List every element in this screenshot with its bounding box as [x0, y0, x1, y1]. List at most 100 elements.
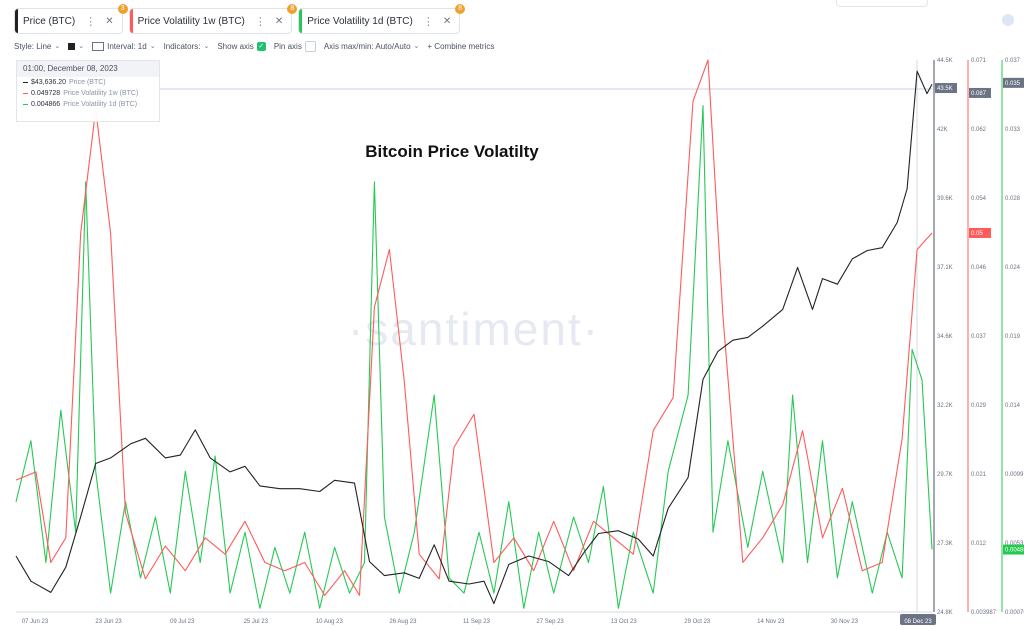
interval-dropdown[interactable]: Interval: 1d ⌄: [92, 41, 156, 51]
x-tick-label: 08 Dec 23: [904, 619, 932, 625]
combine-label: + Combine metrics: [427, 41, 495, 51]
y-tick-label: 0.0053: [1005, 541, 1024, 547]
series-value-badge: [969, 227, 991, 238]
checkbox-checked-icon[interactable]: ✓: [256, 41, 266, 51]
chevron-down-icon: ⌄: [203, 43, 210, 50]
y-tick-label: 0.019: [1005, 334, 1021, 340]
current-value-label: 43.5K: [937, 86, 953, 92]
y-tick-label: 27.3K: [937, 541, 953, 547]
current-value-badge: [969, 87, 991, 98]
series-line-price: [15, 70, 933, 605]
chevron-down-icon: ⌄: [149, 43, 156, 50]
y-tick-label: 32.2K: [937, 403, 953, 409]
alert-badge: 8: [455, 4, 466, 14]
tab-price[interactable]: Price (BTC) ⋮ ✕ 3: [14, 4, 128, 34]
current-value-badge: [935, 83, 957, 94]
x-tick-label: 10 Aug 23: [316, 619, 344, 625]
checkbox-unchecked-icon[interactable]: [304, 40, 316, 52]
y-tick-label: 24.8K: [937, 610, 953, 616]
chart-toolbar: Style: Line ⌄ ⌄ Interval: 1d ⌄ Indicator…: [14, 38, 1024, 54]
y-tick-label: 0.00997: [1005, 472, 1024, 478]
legend-row: 0.049728 Price Volatility 1w (BTC): [17, 88, 159, 99]
y-tick-label: 0.024: [1005, 265, 1021, 271]
alert-badge: 8: [287, 4, 298, 14]
y-tick-label: 0.046: [971, 265, 987, 271]
current-value-label: 0.087: [971, 91, 987, 97]
x-tick-label: 30 Nov 23: [831, 619, 859, 625]
more-options-icon[interactable]: ⋮: [85, 15, 96, 28]
y-tick-label: 0.014: [1005, 403, 1021, 409]
alert-badge: 3: [117, 4, 128, 14]
chart-title: Bitcoin Price Volatilty: [365, 142, 539, 161]
chevron-down-icon: ⌄: [413, 43, 420, 50]
indicators-dropdown[interactable]: Indicators: ⌄: [164, 42, 210, 51]
watermark-text: ·santiment·: [348, 303, 600, 355]
y-tick-label: 34.6K: [937, 334, 953, 340]
legend-date: 01:00, December 08, 2023: [17, 61, 159, 77]
more-options-icon[interactable]: ⋮: [422, 15, 434, 28]
y-tick-label: 0.054: [971, 196, 987, 202]
color-swatch: [68, 42, 76, 50]
series-line-icon: [23, 104, 28, 105]
legend-row: $43,636.20 Price (BTC): [17, 77, 159, 88]
close-icon[interactable]: ✕: [442, 15, 452, 27]
x-tick-label: 11 Sep 23: [463, 619, 491, 625]
tab-volatility-1w[interactable]: Price Volatility 1w (BTC) ⋮ ✕ 8: [128, 4, 298, 34]
y-tick-label: 37.1K: [937, 265, 953, 271]
x-tick-label: 14 Nov 23: [757, 619, 785, 625]
y-tick-label: 39.6K: [937, 196, 953, 202]
show-axis-label: Show axis: [217, 41, 254, 51]
y-tick-label: 44.5K: [937, 58, 953, 64]
series-value-label: 0.00486: [1005, 548, 1024, 554]
top-search-bar[interactable]: [836, 0, 928, 7]
legend-series-name: Price Volatility 1w (BTC): [63, 90, 139, 97]
series-line-icon: [23, 93, 28, 94]
legend-row: 0.004866 Price Volatility 1d (BTC): [17, 99, 159, 110]
tab-label: Price Volatility 1d (BTC): [307, 15, 413, 27]
series-line-icon: [23, 82, 28, 83]
series-color-stripe: [129, 9, 133, 33]
x-tick-label: 23 Jun 23: [95, 619, 122, 625]
tab-label: Price Volatility 1w (BTC): [137, 15, 245, 27]
y-tick-label: 0.037: [1005, 58, 1021, 64]
interval-label: Interval: 1d: [107, 41, 147, 51]
tab-label: Price (BTC): [23, 15, 76, 27]
series-line-volatility-1w: [15, 59, 933, 596]
tab-volatility-1d[interactable]: Price Volatility 1d (BTC) ⋮ ✕ 8: [298, 4, 466, 34]
pin-axis-toggle[interactable]: Pin axis: [273, 40, 316, 52]
y-tick-label: 0.00076: [1005, 610, 1024, 616]
series-value-badge: [1003, 544, 1024, 555]
pin-axis-label: Pin axis: [273, 41, 302, 51]
axis-minmax-dropdown[interactable]: Axis max/min: Auto/Auto ⌄: [324, 42, 420, 51]
current-value-label: 0.035: [1005, 81, 1021, 87]
y-tick-label: 29.7K: [937, 472, 953, 478]
series-color-stripe: [15, 9, 18, 33]
axis-minmax-label: Axis max/min: Auto/Auto: [323, 41, 411, 51]
style-label: Style: Line: [14, 41, 52, 51]
settings-icon[interactable]: [1002, 14, 1014, 26]
y-tick-label: 0.021: [971, 472, 987, 478]
close-icon[interactable]: ✕: [274, 15, 284, 27]
chevron-down-icon: ⌄: [54, 43, 61, 50]
close-icon[interactable]: ✕: [105, 15, 114, 27]
y-tick-label: 0.003987: [971, 610, 997, 616]
series-value-label: 0.05: [971, 231, 983, 237]
y-tick-label: 0.028: [1005, 196, 1021, 202]
series-color-stripe: [299, 9, 303, 33]
x-tick-label: 29 Oct 23: [684, 619, 711, 625]
color-picker[interactable]: ⌄: [68, 42, 84, 50]
y-tick-label: 0.037: [971, 334, 987, 340]
more-options-icon[interactable]: ⋮: [254, 15, 266, 28]
legend-value: 0.049728: [31, 90, 61, 97]
legend-series-name: Price (BTC): [69, 79, 106, 86]
style-dropdown[interactable]: Style: Line ⌄: [14, 42, 60, 51]
x-tick-label: 13 Oct 23: [611, 619, 638, 625]
current-date-badge: [900, 614, 936, 625]
show-axis-toggle[interactable]: Show axis ✓: [217, 41, 266, 51]
chevron-down-icon: ⌄: [78, 43, 85, 50]
y-tick-label: 42K: [937, 127, 948, 133]
legend-value: $43,636.20: [31, 79, 67, 86]
indicators-label: Indicators:: [163, 41, 201, 51]
combine-metrics-button[interactable]: + Combine metrics: [427, 42, 494, 51]
